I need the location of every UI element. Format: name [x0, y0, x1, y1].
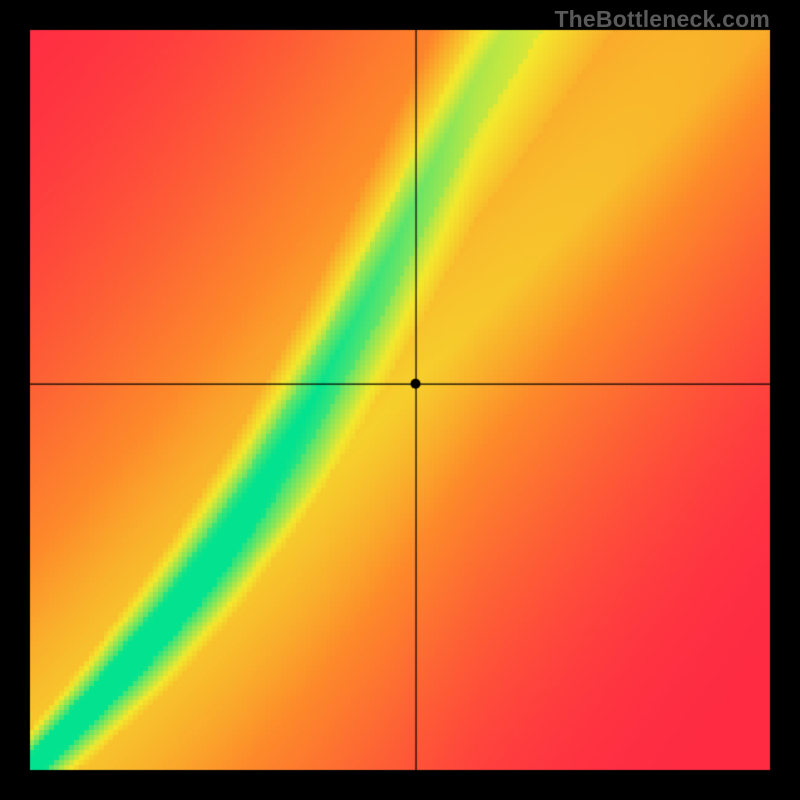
- watermark-text: TheBottleneck.com: [554, 6, 770, 33]
- bottleneck-heatmap: [0, 0, 800, 800]
